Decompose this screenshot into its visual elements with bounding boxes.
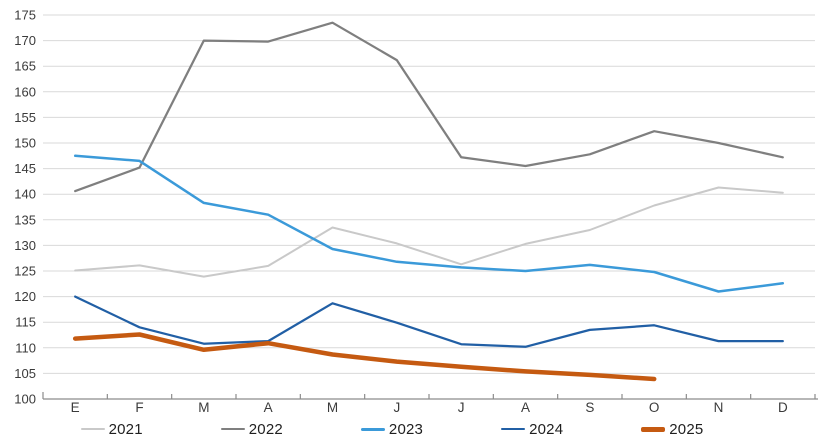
series-line-2021 — [74, 186, 784, 278]
x-tick-label: M — [327, 400, 338, 415]
y-tick-label: 120 — [14, 289, 36, 304]
x-tick-label: A — [264, 400, 273, 415]
series-line-2023 — [73, 154, 785, 293]
x-tick-label: J — [458, 400, 465, 415]
y-tick-label: 160 — [14, 84, 36, 99]
legend-label: 2022 — [248, 420, 283, 438]
y-tick-label: 175 — [14, 8, 36, 23]
y-tick-label: 110 — [15, 340, 36, 355]
y-tick-label: 115 — [15, 315, 36, 330]
y-tick-label: 150 — [14, 136, 36, 151]
legend-line-swatch — [220, 428, 245, 430]
x-tick-label: J — [393, 400, 400, 415]
y-tick-label: 135 — [14, 212, 36, 227]
legend-item-2024: 2024 — [501, 421, 563, 438]
y-tick-label: 170 — [14, 33, 36, 48]
y-tick-label: 165 — [14, 59, 36, 74]
x-tick-label: D — [778, 400, 788, 415]
x-tick-label: M — [198, 400, 209, 415]
x-tick-label: E — [71, 400, 80, 415]
series-line-2024 — [74, 295, 784, 348]
series-line-2025 — [72, 332, 657, 382]
legend-item-2021: 2021 — [80, 420, 143, 438]
y-tick-label: 130 — [14, 238, 36, 253]
legend-item-2022: 2022 — [220, 420, 283, 438]
x-tick-label: S — [585, 400, 594, 415]
legend-item-2025: 2025 — [641, 421, 703, 438]
legend-line-swatch — [360, 427, 385, 431]
y-tick-label: 145 — [14, 161, 36, 176]
y-tick-label: 140 — [14, 187, 36, 202]
x-tick-label: F — [135, 400, 143, 415]
x-tick-label: A — [521, 400, 530, 415]
legend-label: 2024 — [529, 420, 564, 438]
legend-label: 2023 — [388, 420, 424, 438]
x-tick-label: O — [649, 400, 660, 415]
y-tick-label: 105 — [14, 366, 36, 381]
series-line-2022 — [74, 21, 784, 193]
legend-line-swatch — [501, 428, 526, 430]
y-tick-label: 155 — [14, 110, 36, 125]
y-tick-label: 100 — [14, 392, 36, 407]
y-tick-label: 125 — [14, 264, 36, 279]
legend-label: 2025 — [669, 420, 704, 438]
legend-line-swatch — [80, 428, 105, 430]
legend-item-2023: 2023 — [360, 420, 424, 438]
legend-label: 2021 — [108, 420, 143, 438]
chart-legend: 2021 2022 2023 2024 2025 — [43, 416, 777, 442]
legend-line-swatch — [641, 426, 666, 432]
x-tick-label: N — [714, 400, 724, 415]
